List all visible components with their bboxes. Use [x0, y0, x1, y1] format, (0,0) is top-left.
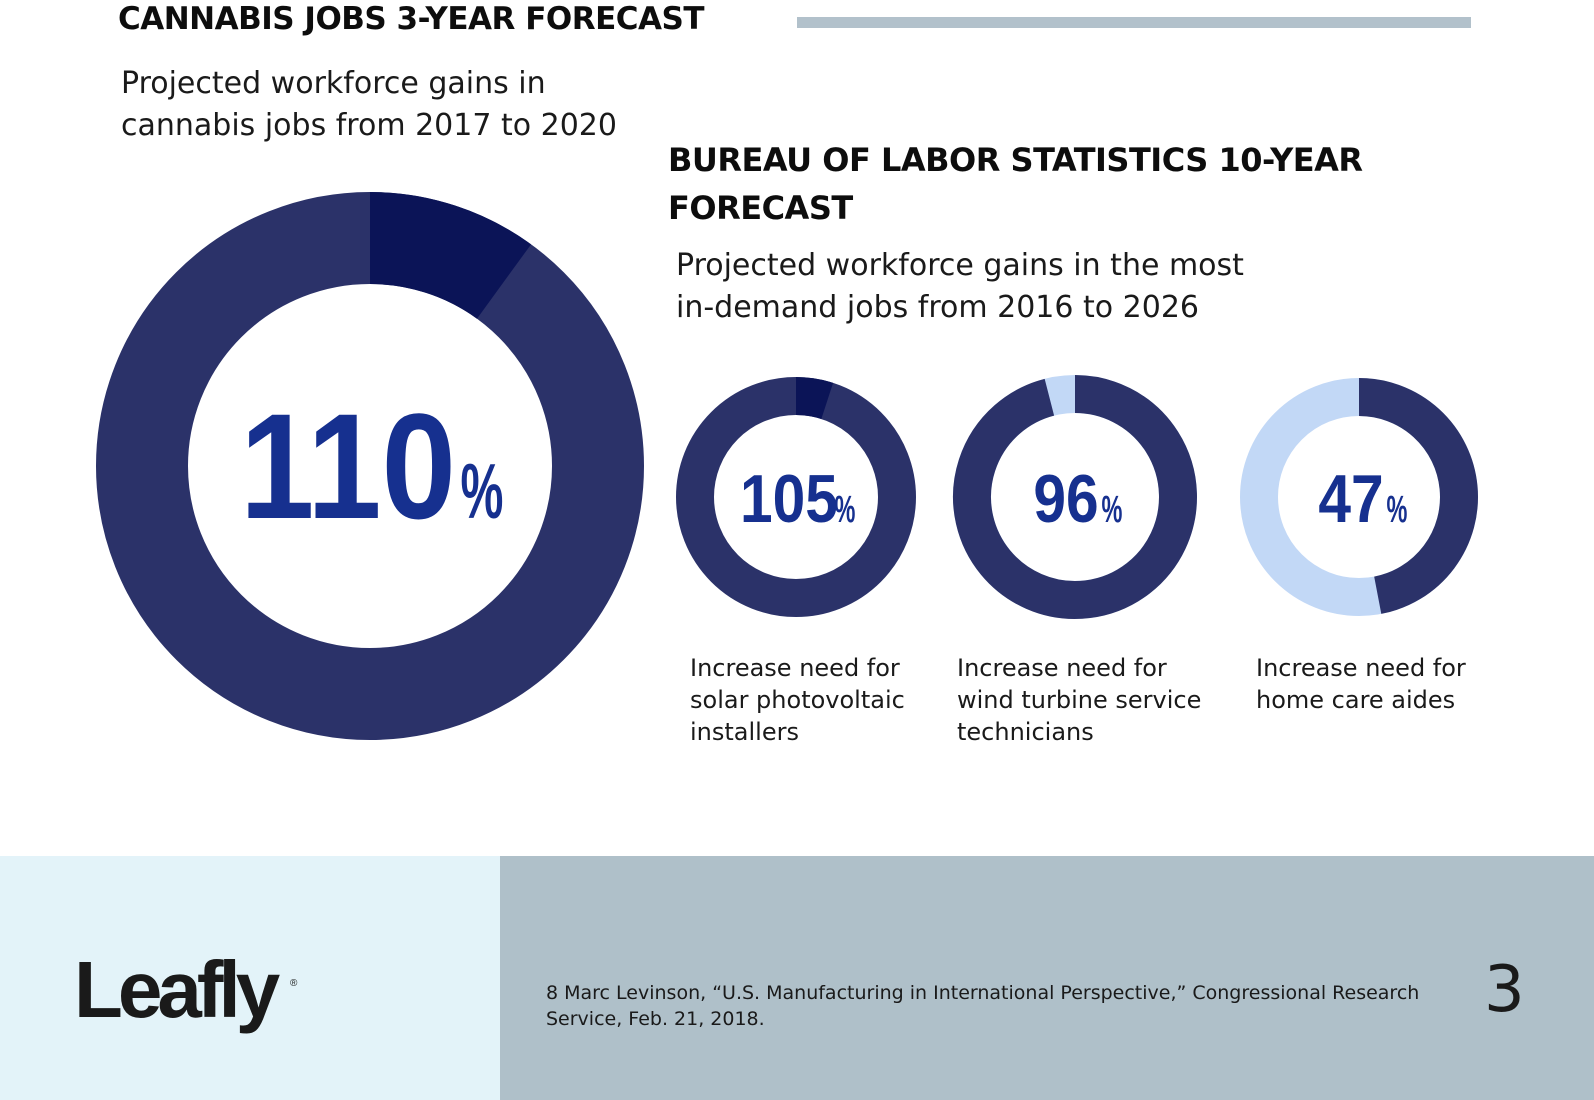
cannabis-forecast-subtitle: Projected workforce gains in cannabis jo… [121, 66, 617, 143]
donut-value-segment [953, 375, 1197, 619]
cannabis-forecast-title: CANNABIS JOBS 3-YEAR FORECAST [118, 1, 705, 37]
donut-percent-sign: % [1102, 489, 1123, 531]
leafly-logo: Leafly [74, 945, 280, 1034]
page-number: 3 [1484, 953, 1525, 1027]
donut-percent-sign: % [461, 447, 504, 535]
donut-value-label: 47 [1318, 461, 1383, 537]
bls-forecast-title: BUREAU OF LABOR STATISTICS 10-YEAR FOREC… [668, 141, 1363, 227]
donut-value-label: 96 [1033, 461, 1098, 537]
donut-value-label: 110 [240, 382, 456, 550]
registered-mark: ® [290, 978, 298, 989]
donut-chart-3: 96% [953, 375, 1197, 619]
donut-value-label: 105 [740, 461, 838, 537]
donut-chart-1: 110% [96, 192, 644, 740]
source-footnote: 8 Marc Levinson, “U.S. Manufacturing in … [546, 982, 1420, 1030]
donut-caption-3: Increase need for wind turbine service t… [957, 654, 1202, 746]
donut-caption-4: Increase need for home care aides [1256, 654, 1466, 714]
header-rule [797, 17, 1471, 28]
donut-overflow-segment [795, 377, 834, 420]
donut-overflow-segment [368, 192, 532, 320]
footer-source-panel [500, 856, 1594, 1100]
donut-chart-4: 47% [1240, 378, 1478, 616]
donut-chart-2: 105% [676, 377, 916, 617]
donut-caption-2: Increase need for solar photovoltaic ins… [690, 654, 905, 746]
donut-percent-sign: % [1387, 489, 1408, 531]
bls-forecast-subtitle: Projected workforce gains in the most in… [676, 248, 1244, 325]
footer-logo-panel [0, 856, 500, 1100]
donut-percent-sign: % [835, 489, 856, 531]
donut-value-segment [1358, 378, 1478, 614]
